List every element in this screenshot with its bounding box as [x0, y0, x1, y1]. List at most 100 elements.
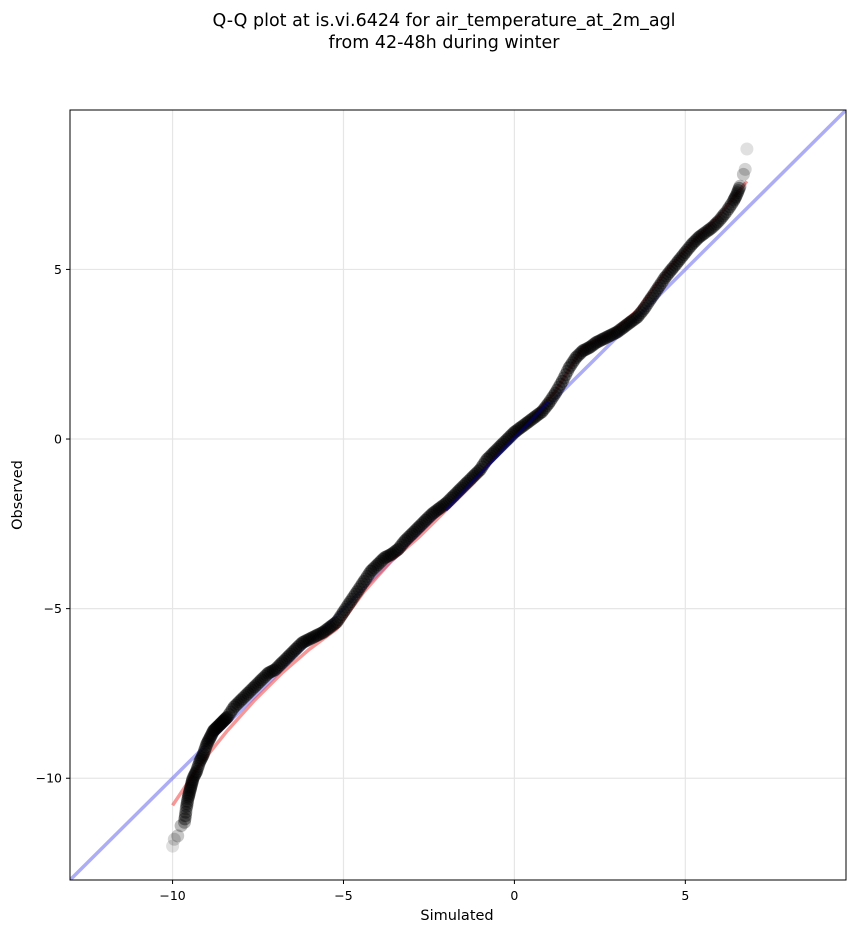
data-point [185, 776, 199, 790]
data-point [591, 335, 605, 348]
data-point [314, 626, 328, 640]
data-point [200, 737, 214, 751]
data-point [732, 181, 746, 195]
data-point [680, 243, 694, 257]
data-point [600, 330, 614, 344]
data-point [275, 656, 289, 670]
data-point [265, 664, 279, 678]
y-axis-label: Observed [10, 460, 26, 530]
data-point [631, 310, 644, 324]
data-point [694, 229, 708, 243]
data-point [379, 550, 393, 564]
data-point [174, 819, 188, 833]
data-point [593, 334, 607, 348]
x-axis-label: Simulated [420, 908, 493, 924]
data-point [581, 341, 595, 355]
data-point [260, 668, 274, 682]
data-point [690, 232, 704, 246]
data-point [733, 179, 747, 193]
data-point [689, 234, 703, 248]
y-tick-label: 0 [54, 432, 62, 447]
middle-line [444, 400, 550, 512]
data-point [219, 712, 232, 726]
data-point [180, 799, 194, 813]
data-point [434, 500, 448, 514]
data-point [307, 630, 321, 644]
data-point [214, 716, 228, 730]
data-point [350, 585, 364, 599]
data-point [190, 765, 203, 778]
data-point [719, 205, 733, 219]
data-point [651, 281, 665, 295]
data-point [199, 740, 213, 754]
data-point [239, 688, 253, 702]
data-point [272, 659, 285, 673]
data-point [557, 371, 571, 385]
data-point [432, 502, 446, 516]
data-point [578, 343, 591, 357]
data-point [352, 582, 366, 596]
data-point [731, 184, 745, 198]
data-point [188, 768, 202, 782]
data-point [372, 556, 386, 570]
data-point [723, 200, 737, 214]
data-point [189, 766, 203, 780]
data-point [186, 771, 200, 785]
data-point [231, 697, 244, 711]
data-point [684, 239, 697, 253]
data-point [641, 296, 655, 310]
data-point [384, 547, 398, 561]
data-point [692, 230, 706, 244]
data-point [714, 211, 728, 225]
data-point [665, 262, 679, 276]
data-point [215, 715, 229, 729]
data-point [605, 328, 619, 342]
data-point [709, 217, 723, 231]
data-point [217, 714, 231, 728]
data-point [316, 625, 330, 639]
data-point [178, 809, 192, 823]
data-point [371, 558, 385, 571]
data-point [666, 260, 680, 274]
data-point [627, 313, 641, 326]
data-point [302, 632, 316, 646]
data-point [699, 225, 713, 239]
data-point [419, 513, 432, 527]
data-point [636, 304, 650, 318]
data-point [473, 463, 487, 477]
data-point [338, 603, 352, 616]
data-point [413, 519, 427, 532]
data-point [620, 318, 634, 331]
data-point [311, 628, 325, 642]
data-point [294, 637, 308, 651]
x-tick-label: 5 [681, 888, 689, 903]
data-point [422, 510, 436, 524]
data-point [740, 142, 754, 156]
data-point [555, 374, 569, 388]
data-point [181, 794, 194, 808]
data-point [178, 812, 192, 826]
data-point [396, 536, 410, 550]
data-point [617, 320, 631, 334]
data-point [537, 403, 550, 417]
data-point [391, 542, 405, 556]
data-point [364, 564, 378, 578]
data-point [728, 191, 742, 205]
data-point [610, 325, 624, 339]
y-axis-ticks: −10 −5 0 5 [36, 262, 70, 786]
data-point [644, 291, 658, 305]
data-point [533, 406, 547, 420]
data-point [431, 503, 444, 517]
data-point [209, 721, 223, 735]
data-point [222, 708, 236, 722]
data-point [197, 745, 211, 759]
data-point [304, 631, 318, 645]
x-tick-label: 0 [510, 888, 518, 903]
data-point [574, 346, 588, 359]
data-point [716, 209, 730, 223]
data-point [191, 759, 205, 773]
data-point [706, 220, 720, 234]
data-point [381, 549, 395, 563]
data-point [333, 610, 347, 624]
data-point [603, 329, 617, 343]
